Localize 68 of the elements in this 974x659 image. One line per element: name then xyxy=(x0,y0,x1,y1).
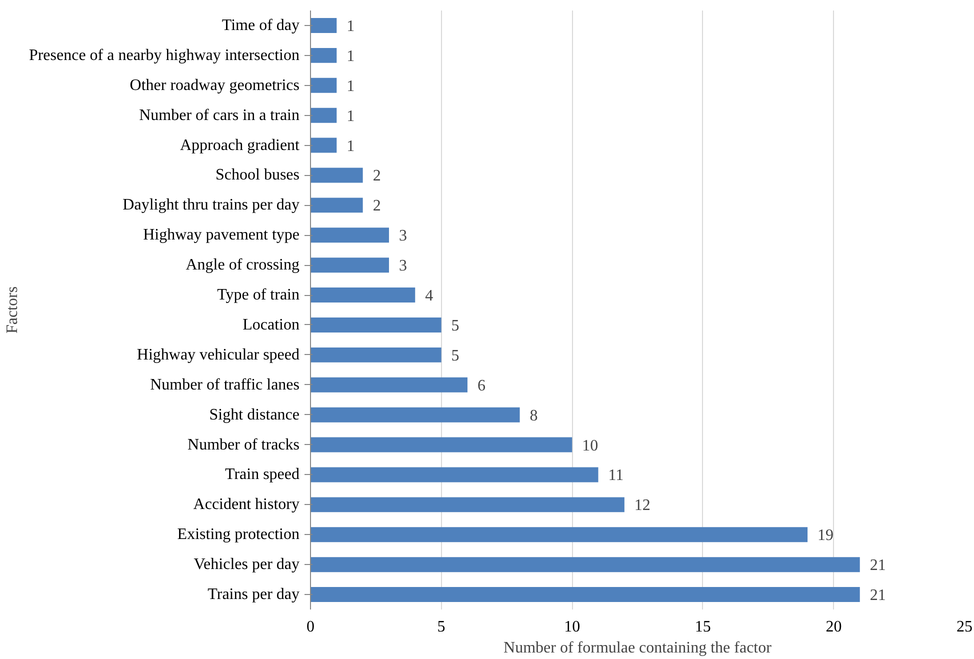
y-tick-label: Existing protection xyxy=(177,526,300,544)
data-label: 8 xyxy=(530,407,538,424)
y-axis-title: Factors xyxy=(4,286,21,334)
y-tick-label: Highway pavement type xyxy=(143,226,300,244)
bar xyxy=(310,437,572,452)
x-tick-label: 10 xyxy=(564,618,580,636)
bar xyxy=(310,557,860,572)
bar xyxy=(310,288,416,303)
y-tick-label: Vehicles per day xyxy=(194,556,300,574)
data-label: 12 xyxy=(634,497,650,514)
y-tick-label: Daylight thru trains per day xyxy=(122,196,300,214)
bar xyxy=(310,347,442,362)
bar xyxy=(310,198,363,213)
bar xyxy=(310,228,389,243)
y-tick-label: Train speed xyxy=(224,466,300,484)
y-tick-label: Highway vehicular speed xyxy=(136,346,300,364)
data-label: 11 xyxy=(608,467,624,484)
y-tick-label: Accident history xyxy=(193,496,300,514)
bar xyxy=(310,527,808,542)
data-label: 1 xyxy=(346,138,355,155)
bar xyxy=(310,258,389,273)
data-label: 2 xyxy=(372,198,381,215)
bar xyxy=(310,497,624,512)
bar xyxy=(310,138,337,153)
y-tick-label: Angle of crossing xyxy=(186,256,300,274)
x-tick-label: 0 xyxy=(306,618,314,636)
bar xyxy=(310,18,337,33)
bar xyxy=(310,168,363,183)
x-axis-title: Number of formulae containing the factor xyxy=(504,640,772,656)
data-label: 1 xyxy=(346,108,355,125)
y-tick-label: Number of tracks xyxy=(188,436,300,454)
y-tick-label: Number of traffic lanes xyxy=(150,376,300,394)
bar xyxy=(310,587,860,602)
y-tick-label: Number of cars in a train xyxy=(139,106,300,124)
data-label: 21 xyxy=(870,557,886,574)
y-tick-label: Sight distance xyxy=(209,406,300,424)
bar xyxy=(310,108,337,123)
data-label: 1 xyxy=(346,18,355,35)
data-label: 3 xyxy=(398,228,407,245)
x-tick-label: 20 xyxy=(826,618,842,636)
bar xyxy=(310,48,337,63)
y-tick-label: Other roadway geometrics xyxy=(130,76,300,94)
y-tick-label: Type of train xyxy=(217,286,300,304)
bar xyxy=(310,78,337,93)
data-label: 21 xyxy=(870,587,886,604)
bar xyxy=(310,407,520,422)
y-tick-label: Time of day xyxy=(222,16,300,34)
data-label: 5 xyxy=(451,317,460,334)
y-tick-label: Presence of a nearby highway intersection xyxy=(28,46,300,64)
y-tick-label: Location xyxy=(242,316,300,334)
data-label: 1 xyxy=(346,78,355,95)
data-label: 1 xyxy=(346,48,355,65)
y-tick-label: Approach gradient xyxy=(180,136,300,154)
bar xyxy=(310,467,598,482)
data-label: 19 xyxy=(818,527,834,544)
bar xyxy=(310,377,468,392)
x-tick-label: 25 xyxy=(956,618,972,636)
bar xyxy=(310,317,442,332)
y-tick-label: School buses xyxy=(216,166,300,184)
data-label: 5 xyxy=(451,347,460,364)
x-tick-label: 15 xyxy=(694,618,711,636)
data-label: 6 xyxy=(477,377,486,394)
data-label: 2 xyxy=(372,168,381,185)
x-tick-label: 5 xyxy=(437,618,446,636)
y-tick-label: Trains per day xyxy=(208,586,300,604)
data-label: 4 xyxy=(425,288,434,305)
data-label: 10 xyxy=(582,437,598,454)
data-label: 3 xyxy=(398,258,407,275)
